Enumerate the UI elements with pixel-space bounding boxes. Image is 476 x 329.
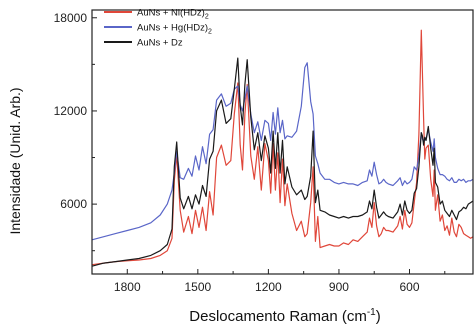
x-tick-label-2: 1500 — [184, 280, 211, 294]
x-axis-title: Deslocamento Raman (cm-1) — [189, 307, 380, 325]
legend-label-3: AuNs + Dz — [137, 38, 183, 49]
x-axis-title-close: ) — [376, 308, 381, 325]
x-tick-label-1: 1800 — [114, 280, 141, 294]
legend: AuNs + Ni(HDz)2 AuNs + Hg(HDz)2 AuNs + Dz — [104, 8, 212, 49]
legend-label-1: AuNs + Ni(HDz)2 — [137, 8, 209, 21]
y-axis-title: Intensidade (Unid. Arb.) — [7, 87, 23, 234]
x-tick-label-5: 600 — [399, 280, 419, 294]
series-layer — [91, 29, 474, 267]
y-tick-label-1: 6000 — [60, 197, 87, 211]
x-tick-label-3: 1200 — [255, 280, 282, 294]
x-axis-title-superscript: -1 — [367, 307, 376, 318]
plot-frame — [91, 9, 474, 275]
y-tick-label-3: 18000 — [54, 11, 88, 25]
series-line-3 — [91, 57, 474, 267]
x-tick-label-4: 900 — [329, 280, 349, 294]
y-tick-label-2: 12000 — [54, 104, 88, 118]
series-line-1 — [91, 29, 474, 266]
legend-label-2: AuNs + Hg(HDz)2 — [137, 23, 212, 36]
ticks-layer: 1800 1500 1200 900 600 6000 12000 18000 — [54, 11, 446, 294]
series-line-2 — [91, 62, 474, 241]
